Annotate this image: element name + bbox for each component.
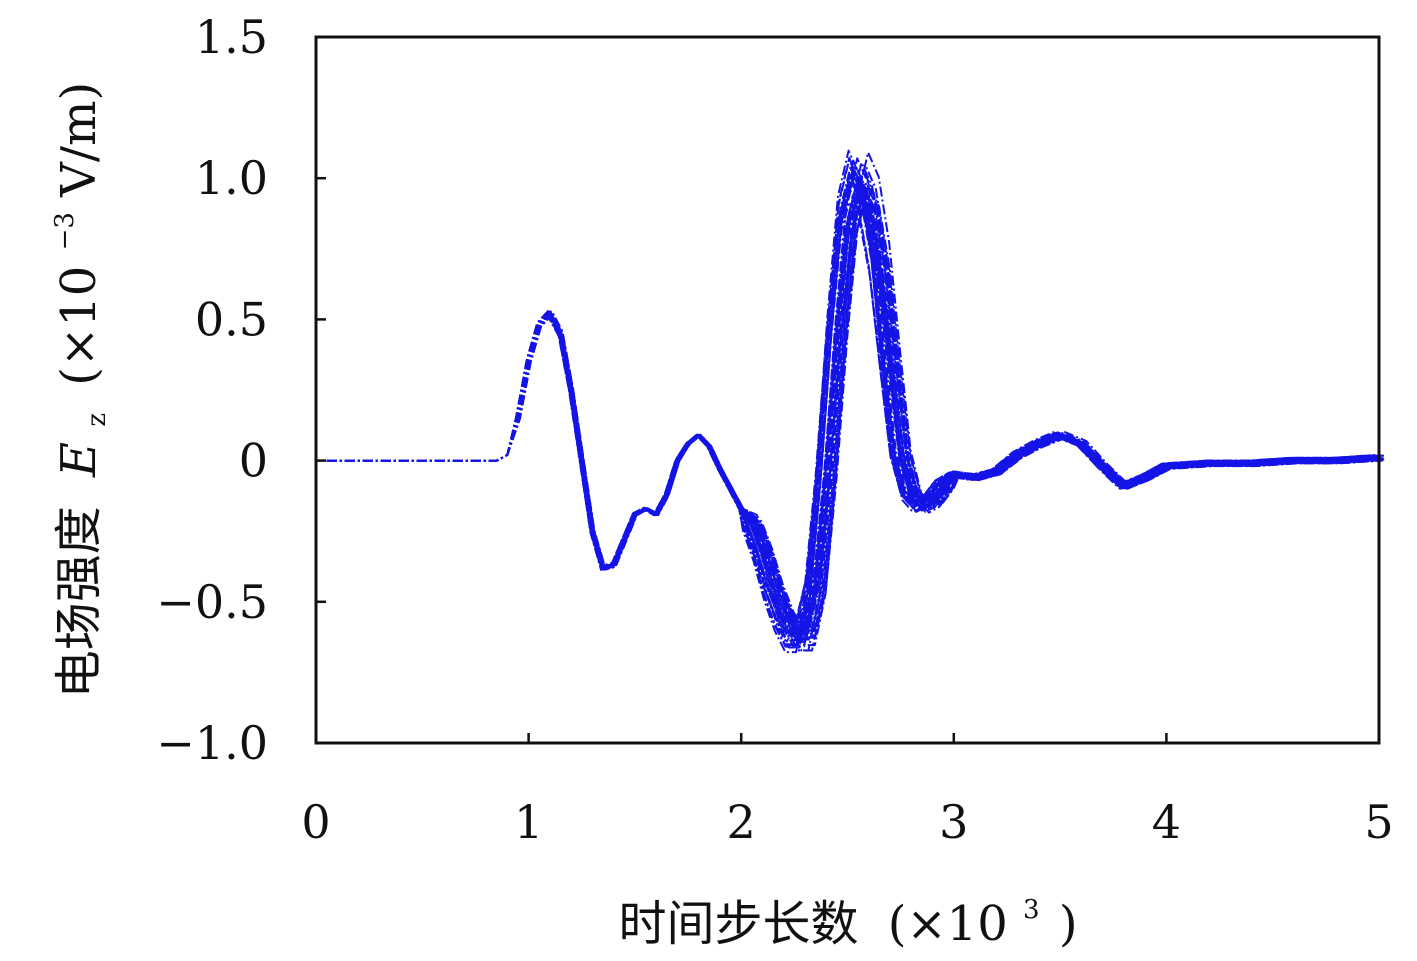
x-axis-ticks: 0 1 2 3 4 5 xyxy=(301,733,1394,849)
x-tick-label: 5 xyxy=(1364,795,1393,849)
x-axis-label: 时间步长数 xyxy=(618,896,858,952)
series-layer xyxy=(326,149,1385,654)
x-tick-label: 1 xyxy=(514,795,543,849)
y-axis-symbol-subscript: z xyxy=(82,413,112,427)
y-tick-label: 1.5 xyxy=(195,10,268,64)
y-axis-exponent: −3 xyxy=(50,212,80,250)
y-tick-label: 0 xyxy=(239,434,268,488)
series-line xyxy=(326,163,1383,652)
series-line xyxy=(326,151,1385,647)
plot-frame xyxy=(314,35,1381,745)
series-line xyxy=(326,186,1384,632)
y-tick-label: −0.5 xyxy=(156,575,268,629)
y-axis-unit-tail: V/m) xyxy=(51,82,107,198)
series-line xyxy=(326,187,1374,633)
x-axis-title: 时间步长数 (×10 3 ) xyxy=(618,874,1077,952)
series-line xyxy=(326,183,1382,625)
y-axis-ticks: −1.0 −0.5 0 0.5 1.0 1.5 xyxy=(156,10,326,770)
y-axis-unit: (×10 xyxy=(51,266,107,386)
series-line xyxy=(326,199,1383,632)
y-axis-label: 电场强度 xyxy=(51,506,107,698)
x-tick-label: 0 xyxy=(301,795,330,849)
x-axis-exponent: 3 xyxy=(1023,895,1040,925)
y-tick-label: −1.0 xyxy=(156,716,268,770)
y-tick-label: 0.5 xyxy=(195,292,268,346)
x-tick-label: 4 xyxy=(1152,795,1181,849)
x-axis-unit: (×10 xyxy=(888,896,1008,952)
x-tick-label: 2 xyxy=(727,795,756,849)
y-axis-symbol: E xyxy=(51,442,107,478)
x-tick-label: 3 xyxy=(939,795,968,849)
y-tick-label: 1.0 xyxy=(195,151,268,205)
x-axis-unit-close: ) xyxy=(1059,896,1078,952)
y-axis-title: 电场强度 E z (×10 −3 V/m) xyxy=(29,82,117,699)
